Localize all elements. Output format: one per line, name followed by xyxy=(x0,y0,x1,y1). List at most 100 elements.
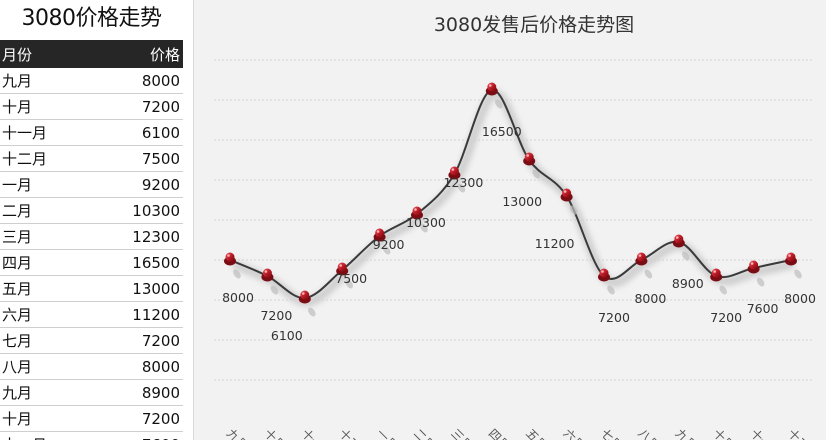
month-cell: 二月 xyxy=(0,197,89,224)
table-row: 九月 8000 xyxy=(0,68,183,94)
pin-marker xyxy=(336,262,353,289)
chart-title: 3080发售后价格走势图 xyxy=(434,14,634,36)
pin-head xyxy=(786,252,796,262)
table-row: 四月 16500 xyxy=(0,249,183,276)
price-cell: 7500 xyxy=(88,145,183,172)
x-tick-label: 四月 xyxy=(486,426,513,440)
pin-head xyxy=(711,268,721,278)
pin-highlight xyxy=(414,208,417,211)
price-cell: 7200 xyxy=(88,405,183,432)
pin-shadow xyxy=(607,285,615,295)
data-label: 9200 xyxy=(373,237,405,252)
pin-marker xyxy=(411,206,428,233)
table-row: 九月 8900 xyxy=(0,379,183,406)
pin-highlight xyxy=(376,230,380,233)
pin-marker xyxy=(448,166,466,193)
price-column-header: 价格 xyxy=(88,40,183,68)
pin-shadow xyxy=(457,183,466,193)
month-cell: 十二月 xyxy=(0,145,89,172)
pin-head xyxy=(562,188,572,198)
data-label: 16500 xyxy=(482,124,522,139)
month-cell: 五月 xyxy=(0,275,89,302)
x-tick-label: 三月 xyxy=(448,426,475,440)
data-label: 10300 xyxy=(406,215,446,230)
data-label: 7600 xyxy=(747,301,779,316)
month-cell: 九月 xyxy=(0,68,89,94)
price-cell: 13000 xyxy=(88,275,183,302)
pin-highlight xyxy=(302,292,305,295)
price-cell: 8000 xyxy=(88,68,183,94)
price-cell: 7200 xyxy=(88,327,183,354)
table-row: 十月 7200 xyxy=(0,93,183,120)
pin-shadow xyxy=(719,285,727,295)
sheet-gap xyxy=(183,0,193,440)
x-tick-label: 十月 xyxy=(710,426,737,440)
x-tick-label: 二月 xyxy=(411,426,438,440)
sheet-title: 3080价格走势 xyxy=(21,6,163,31)
pin-head xyxy=(487,82,497,92)
series-line-path xyxy=(229,89,792,299)
table-row: 八月 8000 xyxy=(0,353,183,380)
table-row: 六月 11200 xyxy=(0,301,183,328)
pin-marker xyxy=(598,268,615,295)
pin-marker xyxy=(635,252,653,279)
table-row: 一月 9200 xyxy=(0,171,183,198)
table-row: 十一月7600 xyxy=(0,431,183,440)
price-cell: 7600 xyxy=(88,431,183,440)
pin-highlight xyxy=(451,168,455,171)
table-row: 十二月 7500 xyxy=(0,145,183,172)
pin-highlight xyxy=(264,270,268,273)
pin-shadow xyxy=(794,269,802,279)
x-tick-label: 八月 xyxy=(635,426,662,440)
price-cell: 7200 xyxy=(88,93,183,120)
pin-marker xyxy=(224,252,241,279)
pin-highlight xyxy=(713,270,716,273)
x-axis: 九月十月十一月十二月一月二月三月四月五月六月七月八月九月十月十一月十二月 xyxy=(224,426,820,440)
pin-highlight xyxy=(339,264,342,267)
pin-marker xyxy=(261,268,279,295)
pin-head xyxy=(636,252,646,262)
pin-marker xyxy=(523,152,540,179)
data-label: 7200 xyxy=(710,310,742,325)
pin-shadow xyxy=(308,307,316,317)
x-tick-label: 六月 xyxy=(560,426,587,440)
month-cell: 九月 xyxy=(0,379,89,406)
x-tick-label: 一月 xyxy=(373,426,400,440)
pin-marker xyxy=(672,234,690,261)
month-cell: 十月 xyxy=(0,93,89,120)
data-label: 12300 xyxy=(444,175,484,190)
data-label: 13000 xyxy=(502,194,542,209)
month-cell: 四月 xyxy=(0,249,89,276)
data-label: 8000 xyxy=(634,291,666,306)
table-row: 五月 13000 xyxy=(0,275,183,302)
pin-shadow xyxy=(495,99,503,109)
pin-shadow xyxy=(382,245,391,255)
month-cell: 七月 xyxy=(0,327,89,354)
pin-shadow xyxy=(270,285,279,295)
price-cell: 16500 xyxy=(88,249,183,276)
table-header-row: 月份 价格 xyxy=(0,40,183,68)
price-cell: 6100 xyxy=(88,119,183,146)
pin-head xyxy=(225,252,235,262)
pin-head xyxy=(262,268,272,278)
data-label: 6100 xyxy=(271,328,303,343)
pin-shadow xyxy=(233,269,241,279)
pin-highlight xyxy=(601,270,604,273)
table-row: 七月 7200 xyxy=(0,327,183,354)
pin-marker xyxy=(560,188,578,215)
pin-highlight xyxy=(563,190,567,193)
pin-head xyxy=(524,152,534,162)
pin-marker xyxy=(710,268,727,295)
pin-marker xyxy=(373,228,391,255)
table-row: 十一月 6100 xyxy=(0,119,183,146)
month-cell: 一月 xyxy=(0,171,89,198)
pin-marker xyxy=(485,82,503,109)
pin-highlight xyxy=(227,254,230,257)
grid-lines xyxy=(214,59,814,381)
data-label: 8000 xyxy=(222,290,254,305)
pin-shadow xyxy=(569,205,578,215)
pin-highlight xyxy=(750,262,754,265)
x-tick-label: 十一月 xyxy=(747,426,782,440)
pin-head xyxy=(674,234,684,244)
